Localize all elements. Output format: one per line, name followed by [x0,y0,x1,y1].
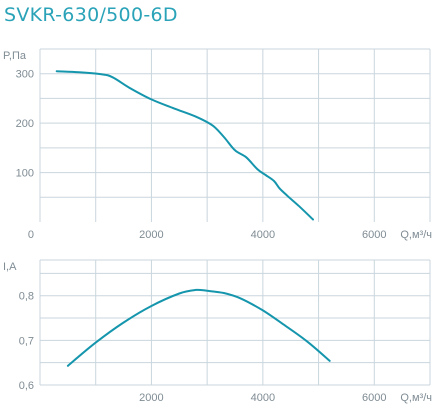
current-ytick-label: 0,8 [19,291,34,303]
pressure-xlabel: Q,м³/ч [400,229,432,241]
current-xtick-label: 2000 [139,392,163,404]
pressure-xtick-label: 2000 [139,229,163,241]
current-xtick-label: 4000 [251,392,275,404]
pressure-ytick-label: 200 [16,118,34,130]
pressure-ylabel: P,Па [3,50,27,62]
pressure-series-line [55,70,314,221]
current-series-line [66,288,331,367]
current-ytick-label: 0,7 [19,335,34,347]
current-xlabel: Q,м³/ч [400,392,432,404]
pressure-ytick-label: 300 [16,69,34,81]
pressure-ytick-label: 100 [16,168,34,180]
current-ylabel: I,A [3,261,17,273]
pressure-xtick-label: 0 [28,229,34,241]
current-ytick-label: 0,6 [19,380,34,392]
current-xtick-label: 6000 [362,392,386,404]
chart-title: SVKR-630/500-6D [4,4,178,26]
pressure-xtick-label: 6000 [362,229,386,241]
pressure-xtick-label: 4000 [251,229,275,241]
